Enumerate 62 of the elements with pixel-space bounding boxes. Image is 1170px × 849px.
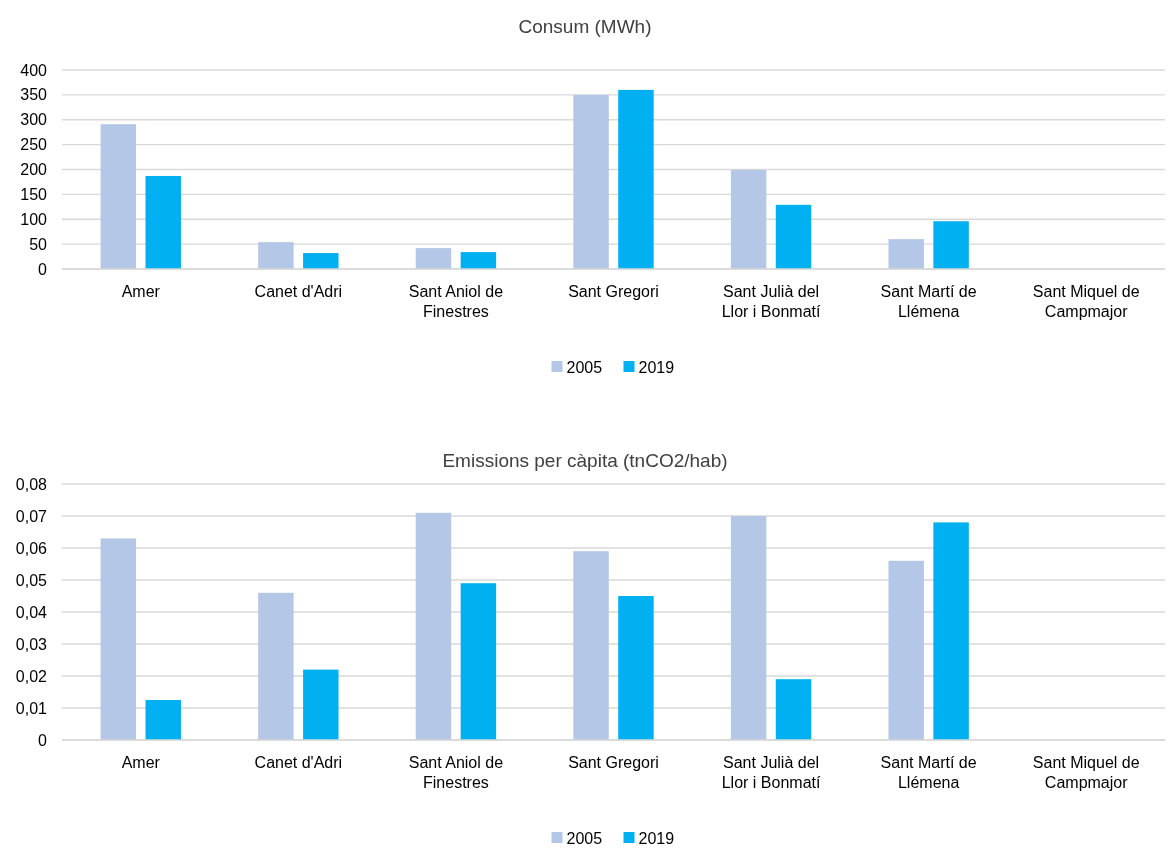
bar (933, 522, 969, 740)
chart-title: Consum (MWh) (518, 16, 652, 37)
bar (258, 242, 294, 269)
y-tick-label: 400 (20, 61, 48, 79)
legend-label: 2019 (638, 829, 675, 847)
x-tick-label: Sant Aniol de Finestres (408, 283, 504, 320)
bar (460, 583, 497, 740)
bar (460, 252, 497, 269)
bar (730, 170, 767, 269)
legend-label: 2005 (566, 829, 603, 847)
x-tick-label: Sant Miquel de Campmajor (1032, 283, 1140, 320)
y-tick-label: 0 (38, 260, 48, 278)
y-tick-label: 0,07 (15, 507, 48, 525)
y-tick-label: 0,03 (15, 635, 48, 653)
bar (573, 551, 609, 740)
x-tick-label: Sant Miquel de Campmajor (1032, 754, 1140, 791)
x-tick-label: Sant Julià del Llor i Bonmatí (721, 283, 821, 320)
x-tick-label: Amer (121, 283, 161, 300)
y-tick-label: 0,06 (15, 539, 48, 557)
bar (730, 516, 767, 740)
x-tick-label: Canet d'Adri (254, 754, 343, 771)
y-tick-label: 350 (20, 86, 48, 104)
x-tick-label: Sant Gregori (568, 754, 659, 771)
bar (415, 512, 452, 740)
x-tick-label: Sant Gregori (568, 283, 659, 300)
y-tick-label: 250 (20, 136, 48, 154)
y-tick-label: 200 (20, 161, 48, 179)
y-tick-label: 50 (29, 235, 48, 253)
bar (775, 679, 812, 740)
bar (933, 221, 969, 269)
y-tick-label: 100 (20, 210, 48, 228)
y-tick-label: 0,04 (15, 603, 48, 621)
y-tick-label: 0,08 (15, 475, 48, 493)
chart-title: Emissions per càpita (tnCO2/hab) (442, 450, 728, 471)
x-tick-label: Canet d'Adri (254, 283, 343, 300)
x-tick-label: Sant Martí de Llémena (880, 283, 977, 320)
bar (100, 538, 137, 740)
y-tick-label: 0 (38, 731, 48, 749)
bar (303, 669, 339, 740)
y-tick-label: 0,02 (15, 667, 48, 685)
bar (618, 596, 654, 740)
x-tick-label: Amer (121, 754, 161, 771)
bar (100, 124, 137, 269)
bar (415, 248, 452, 269)
x-tick-label: Sant Aniol de Finestres (408, 754, 504, 791)
y-tick-label: 300 (20, 111, 48, 129)
x-tick-label: Sant Martí de Llémena (880, 754, 977, 791)
bar (775, 204, 812, 269)
bar (573, 94, 609, 269)
y-tick-label: 0,01 (15, 699, 48, 717)
legend-label: 2005 (566, 358, 603, 376)
x-tick-label: Sant Julià del Llor i Bonmatí (721, 754, 821, 791)
bar (888, 239, 924, 269)
y-tick-label: 0,05 (15, 571, 48, 589)
bar (145, 175, 181, 269)
bar (258, 592, 294, 740)
bar (145, 700, 181, 740)
bar (888, 560, 924, 740)
y-tick-label: 150 (20, 185, 48, 203)
bar (303, 253, 339, 269)
legend-label: 2019 (638, 358, 675, 376)
bar (618, 89, 654, 269)
